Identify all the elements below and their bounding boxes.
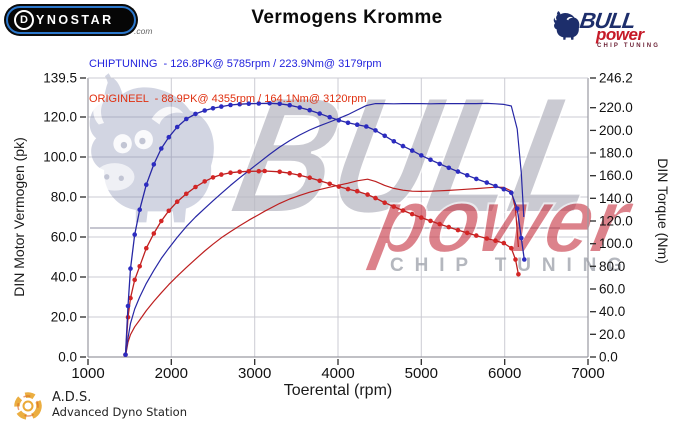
svg-text:180.0: 180.0: [599, 146, 633, 161]
legend: CHIPTUNING - 126.8PK@ 5785rpm / 223.9Nm@…: [89, 36, 382, 128]
svg-text:120.0: 120.0: [43, 110, 77, 125]
svg-text:3000: 3000: [238, 365, 271, 382]
curve-origineel-power-pk: [124, 178, 519, 357]
svg-text:120.0: 120.0: [599, 214, 633, 229]
page-title: Vermogens Kromme: [251, 7, 443, 28]
dynostar-wordmark: YNOSTAR: [36, 13, 114, 27]
legend-origineel: ORIGINEEL - 88.9PK@ 4355rpm / 164.1Nm@ 3…: [89, 92, 367, 105]
svg-text:5000: 5000: [405, 365, 438, 382]
svg-text:1000: 1000: [71, 365, 104, 382]
bull-watermark: [89, 73, 214, 223]
svg-text:80.0: 80.0: [51, 190, 77, 205]
svg-text:20.0: 20.0: [599, 327, 625, 342]
dynostar-pill: D YNOSTAR: [6, 6, 136, 34]
svg-text:160.0: 160.0: [599, 168, 633, 183]
bullpower-watermark: BULL power CHIP TUNING: [219, 63, 643, 276]
svg-text:80.0: 80.0: [599, 259, 625, 274]
left-axis-label: DIN Motor Vermogen (pk): [11, 137, 27, 297]
svg-text:BULL: BULL: [220, 64, 616, 248]
svg-text:60.0: 60.0: [599, 282, 625, 297]
svg-text:40.0: 40.0: [599, 304, 625, 319]
svg-text:140.0: 140.0: [599, 191, 633, 206]
svg-text:40.0: 40.0: [51, 270, 77, 285]
bullpower-power-text: power: [596, 25, 644, 44]
svg-text:2000: 2000: [155, 365, 188, 382]
legend-chiptuning: CHIPTUNING - 126.8PK@ 5785rpm / 223.9Nm@…: [89, 58, 382, 70]
svg-text:200.0: 200.0: [599, 123, 633, 138]
svg-text:6000: 6000: [488, 365, 521, 382]
svg-text:4000: 4000: [321, 365, 354, 382]
svg-text:100.0: 100.0: [43, 150, 77, 165]
dynostar-d-icon: D: [14, 10, 34, 30]
svg-text:60.0: 60.0: [51, 230, 77, 245]
svg-text:7000: 7000: [571, 365, 604, 382]
axis-ticks: 139.5 120.0 100.0 80.0 60.0 40.0 20.0 0.0 246.2 2…: [43, 71, 633, 383]
bullpower-chip-text: CHIP TUNING: [597, 43, 661, 49]
ads-logo: A.D.S. Advanced Dyno Station: [12, 390, 187, 422]
svg-text:139.5: 139.5: [43, 71, 77, 86]
x-axis-label: Toerental (rpm): [283, 382, 393, 399]
svg-text:20.0: 20.0: [51, 310, 77, 325]
ads-swirl-icon: [14, 392, 42, 420]
dynostar-com-suffix: .com: [134, 26, 153, 36]
svg-text:CHIP TUNING: CHIP TUNING: [390, 255, 622, 276]
svg-text:220.0: 220.0: [599, 100, 633, 115]
svg-text:0.0: 0.0: [58, 350, 77, 365]
ads-abbr: A.D.S.: [52, 390, 92, 405]
svg-text:100.0: 100.0: [599, 236, 633, 251]
ads-name: Advanced Dyno Station: [52, 405, 187, 419]
svg-text:0.0: 0.0: [599, 350, 618, 365]
bull-icon: [553, 11, 580, 40]
curve-chiptuning-power-pk: [124, 102, 525, 357]
svg-text:246.2: 246.2: [599, 71, 633, 86]
right-axis-label: DIN Torque (Nm): [655, 158, 671, 264]
dynostar-logo: D YNOSTAR .com: [6, 6, 152, 36]
